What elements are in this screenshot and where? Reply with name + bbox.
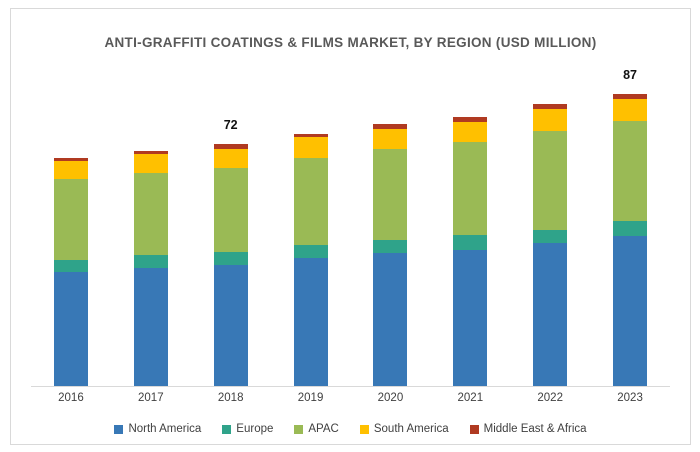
x-axis-label: 2023 [617,392,643,404]
bar-column: 87 [590,64,670,386]
chart-title: ANTI-GRAFFITI COATINGS & FILMS MARKET, B… [104,35,597,50]
bar-segment-middle-east-africa [293,134,328,138]
bar-column [111,64,191,386]
legend-label: APAC [308,423,339,435]
legend: North America Europe APAC South America Midd… [11,423,690,435]
bar-segment-middle-east-africa [133,150,168,155]
bar-column [351,64,431,386]
bar-segment-apac [213,167,248,252]
x-axis-label: 2018 [217,392,244,404]
legend-label: Middle East & Africa [483,423,587,435]
bar-column: 72 [191,64,271,386]
bar-segment-north-america [53,271,88,386]
bar-segment-apac [53,179,88,261]
bar-segment-apac [373,149,408,240]
legend-marker-icon [294,424,304,434]
bars-row: 72 87 [31,64,670,386]
bar-column [31,64,111,386]
bar-segment-north-america [373,253,408,386]
bar-column [510,64,590,386]
x-axis-label: 2019 [297,392,324,404]
bar-segment-middle-east-africa [53,157,88,161]
bar-stack [373,123,408,386]
bar-segment-europe [293,244,328,259]
bar-segment-middle-east-africa [453,117,488,123]
bar-segment-south-america [453,122,488,143]
bar-segment-europe [453,234,488,250]
bar-segment-north-america [453,249,488,386]
bar-stack [533,103,568,386]
x-axis-label: 2016 [58,392,84,404]
bar-segment-europe [53,260,88,272]
bar-segment-south-america [53,160,88,180]
legend-item-apac: APAC [294,423,339,435]
bar-segment-europe [213,251,248,266]
x-axis-line [31,386,670,387]
bar-stack [213,144,248,386]
bar-segment-south-america [613,98,648,121]
bar-segment-north-america [613,236,648,386]
bar-segment-apac [453,142,488,235]
bar-segment-south-america [213,149,248,168]
bar-segment-middle-east-africa [533,103,568,109]
x-axis-labels: 2016 2017 2018 2019 2020 2021 2022 2023 [31,392,670,404]
bar-segment-apac [533,130,568,230]
bar-segment-south-america [293,137,328,158]
legend-marker-icon [114,424,124,434]
legend-marker-icon [469,424,479,434]
bar-segment-europe [133,254,168,269]
bar-segment-south-america [373,128,408,150]
bar-segment-europe [373,239,408,254]
x-axis-label: 2021 [457,392,484,404]
bar-segment-apac [613,120,648,222]
legend-label: Europe [236,423,274,435]
bar-segment-north-america [293,258,328,386]
x-axis-label: 2022 [537,392,563,404]
bar-segment-north-america [133,268,168,386]
legend-item-north-america: North America [114,423,201,435]
bar-segment-middle-east-africa [373,123,408,129]
bar-column [271,64,351,386]
bar-total-label: 72 [223,118,238,133]
bar-segment-north-america [533,243,568,386]
x-axis-label: 2020 [377,392,404,404]
bar-stack [613,93,648,386]
chart-frame: ANTI-GRAFFITI COATINGS & FILMS MARKET, B… [10,8,691,445]
legend-item-south-america: South America [359,423,449,435]
x-axis-label: 2017 [138,392,164,404]
legend-marker-icon [359,424,369,434]
bar-stack [53,157,88,386]
bar-segment-middle-east-africa [213,144,248,150]
bar-segment-apac [293,157,328,245]
bar-stack [133,150,168,386]
bar-segment-apac [133,172,168,255]
legend-item-europe: Europe [222,423,273,435]
legend-marker-icon [222,424,232,434]
bar-total-label: 87 [623,67,638,82]
bar-column [430,64,510,386]
plot-area: 72 87 2016 2017 2018 2019 2020 2021 2022 2023 [31,64,670,404]
bar-segment-europe [613,221,648,237]
legend-label: North America [128,423,202,435]
bar-stack [453,117,488,386]
legend-item-middle-east-africa: Middle East & Africa [469,423,587,435]
bar-segment-middle-east-africa [613,93,648,99]
bar-segment-europe [533,229,568,244]
bar-segment-south-america [533,108,568,131]
bar-segment-south-america [133,154,168,173]
bar-stack [293,134,328,386]
legend-label: South America [373,423,449,435]
bar-segment-north-america [213,265,248,386]
